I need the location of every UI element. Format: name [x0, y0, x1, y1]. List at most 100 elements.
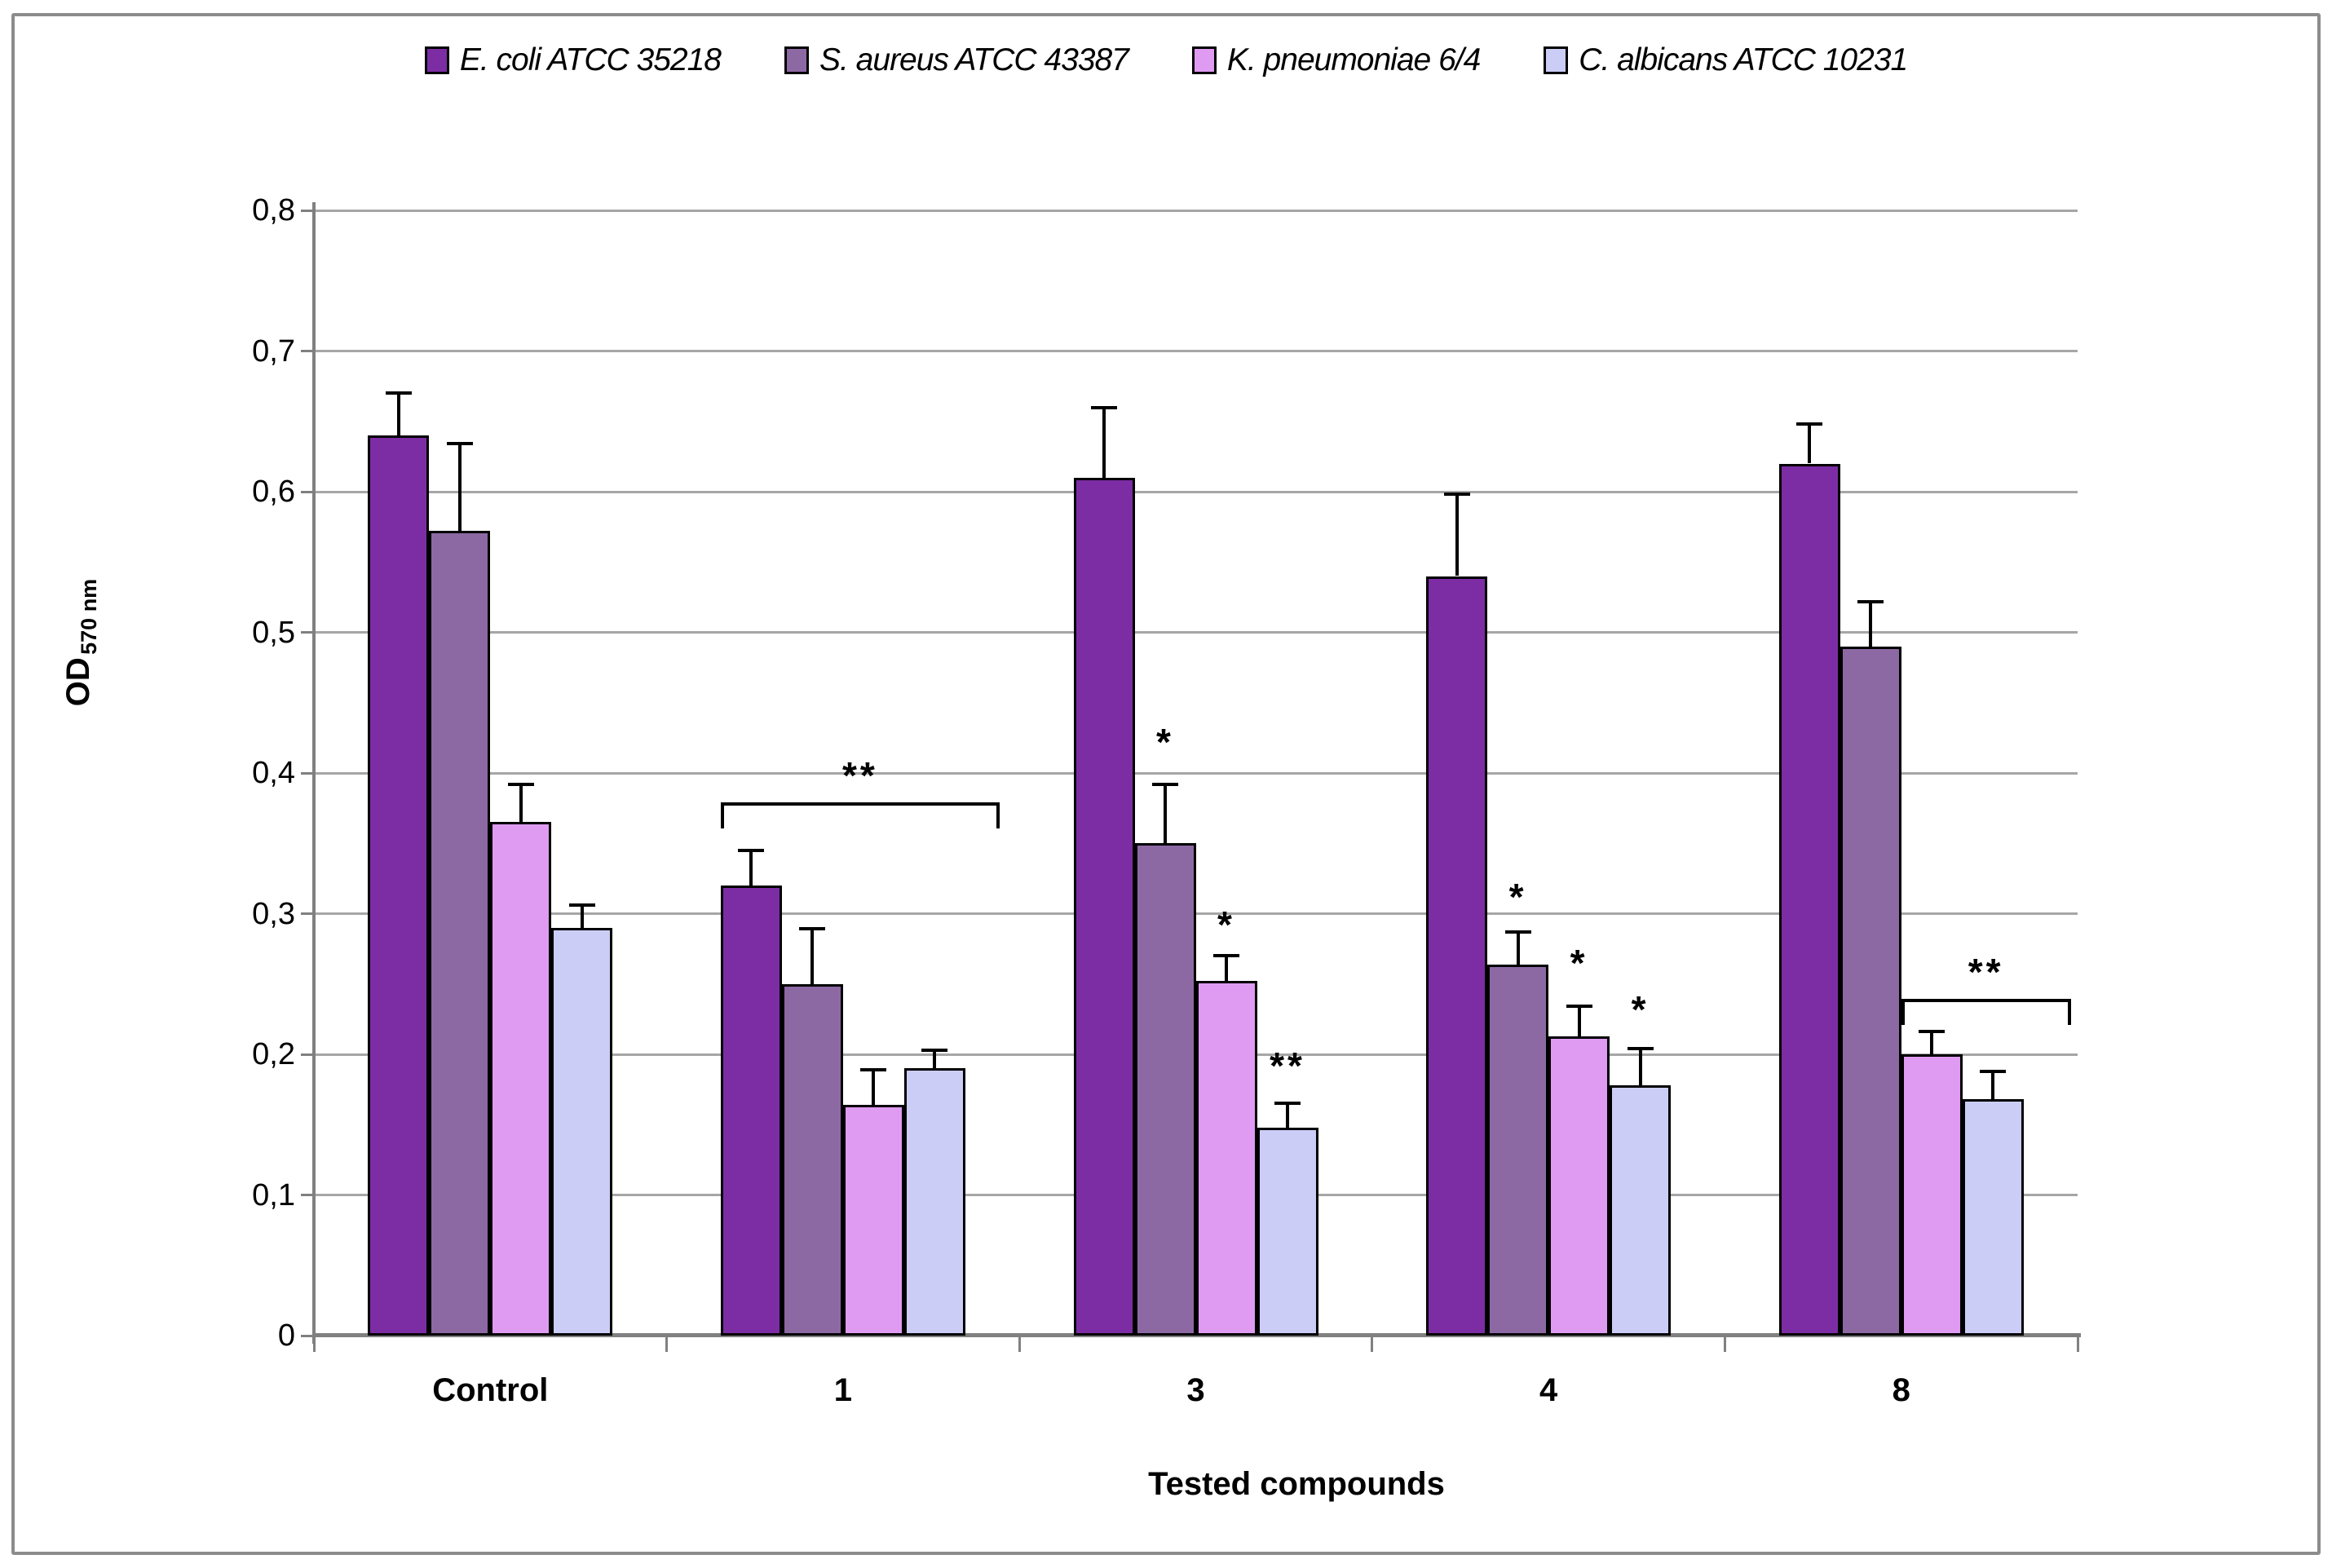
legend-swatch-k-pneumoniae-6-4 [1191, 46, 1217, 74]
y-tick-label-0-2: 0,2 [252, 1037, 295, 1071]
error-bar-4-e-coli-atcc-35218 [1455, 494, 1459, 576]
error-bar-1-k-pneumoniae-6-4 [872, 1069, 876, 1106]
legend-label-e-coli-atcc-35218: E. coli ATCC 35218 [459, 42, 722, 77]
error-cap-3-k-pneumoniae-6-4 [1213, 954, 1239, 958]
y-axis-title-main: OD [60, 657, 96, 707]
x-axis-title: Tested compounds [1148, 1466, 1445, 1502]
error-bar-4-s-aureus-atcc-43387 [1516, 931, 1520, 965]
error-cap-3-e-coli-atcc-35218 [1091, 405, 1117, 409]
y-axis-tick [301, 209, 314, 212]
y-axis-tick [301, 1334, 314, 1337]
significance-bracket-1 [720, 802, 1000, 806]
error-bar-8-c-albicans-atcc-10231 [1991, 1071, 1995, 1100]
bar-control-c-albicans-atcc-10231 [551, 927, 613, 1336]
y-axis-tick [301, 912, 314, 915]
error-cap-8-c-albicans-atcc-10231 [1980, 1069, 2007, 1073]
error-bar-1-e-coli-atcc-35218 [749, 850, 753, 886]
y-axis-title-subscript: 570 nm [77, 578, 101, 655]
gridline-0.3 [314, 912, 2078, 915]
error-cap-1-e-coli-atcc-35218 [738, 848, 765, 852]
legend-label-s-aureus-atcc-43387: S. aureus ATCC 43387 [819, 42, 1129, 77]
error-cap-4-k-pneumoniae-6-4 [1566, 1005, 1592, 1009]
error-cap-3-c-albicans-atcc-10231 [1274, 1102, 1301, 1106]
bar-1-s-aureus-atcc-43387 [781, 983, 843, 1336]
y-tick-label-0-7: 0,7 [252, 333, 295, 369]
error-bar-3-c-albicans-atcc-10231 [1286, 1103, 1289, 1128]
bar-1-c-albicans-atcc-10231 [903, 1068, 965, 1336]
error-bar-1-c-albicans-atcc-10231 [933, 1049, 937, 1069]
error-cap-1-k-pneumoniae-6-4 [860, 1067, 887, 1071]
y-axis-tick [301, 1053, 314, 1056]
error-cap-1-s-aureus-atcc-43387 [799, 927, 826, 931]
error-bar-1-s-aureus-atcc-43387 [810, 929, 815, 984]
y-tick-label-0-3: 0,3 [252, 896, 295, 931]
bar-8-k-pneumoniae-6-4 [1901, 1054, 1963, 1336]
error-cap-4-s-aureus-atcc-43387 [1504, 930, 1531, 934]
significance-bracket-8 [1901, 999, 2071, 1003]
legend: E. coli ATCC 35218 S. aureus ATCC 43387 K.… [0, 42, 2332, 78]
x-axis-tick [1371, 1337, 1374, 1352]
error-cap-control-c-albicans-atcc-10231 [568, 903, 595, 908]
error-bar-3-e-coli-atcc-35218 [1102, 407, 1106, 478]
error-bar-4-c-albicans-atcc-10231 [1638, 1049, 1642, 1085]
bar-8-s-aureus-atcc-43387 [1840, 646, 1901, 1336]
error-cap-4-c-albicans-atcc-10231 [1627, 1047, 1654, 1051]
error-cap-control-e-coli-atcc-35218 [385, 391, 412, 395]
y-axis-title: OD 570 nm [60, 579, 102, 706]
y-axis-tick [301, 490, 314, 493]
plot-area: * * ** * * * ** ** [301, 202, 2081, 1352]
gridline-0.6 [314, 490, 2078, 493]
bar-control-s-aureus-atcc-43387 [429, 531, 491, 1336]
bar-3-k-pneumoniae-6-4 [1195, 981, 1257, 1336]
gridline-0.8 [314, 209, 2078, 212]
x-axis-tick [312, 1337, 316, 1352]
bar-8-c-albicans-atcc-10231 [1962, 1099, 2024, 1336]
error-bar-8-e-coli-atcc-35218 [1808, 424, 1812, 464]
significance-bracket-1-right-hook [996, 802, 1000, 828]
y-tick-label-0-8: 0,8 [252, 193, 295, 227]
error-cap-8-k-pneumoniae-6-4 [1919, 1030, 1946, 1034]
error-bar-3-k-pneumoniae-6-4 [1225, 956, 1228, 982]
bar-control-e-coli-atcc-35218 [368, 435, 430, 1336]
error-bar-8-k-pneumoniae-6-4 [1930, 1031, 1934, 1054]
error-bar-control-s-aureus-atcc-43387 [457, 444, 462, 532]
y-axis-tick [301, 1194, 314, 1196]
x-category-label-control: Control [432, 1372, 549, 1408]
gridline-0.7 [314, 350, 2078, 352]
error-bar-8-s-aureus-atcc-43387 [1869, 601, 1873, 647]
y-tick-label-0: 0 [277, 1318, 295, 1353]
y-axis-tick [301, 350, 314, 352]
x-category-label-8: 8 [1892, 1372, 1910, 1408]
error-cap-8-e-coli-atcc-35218 [1796, 422, 1823, 426]
gridline-0.5 [314, 631, 2078, 634]
x-axis-tick [2076, 1337, 2079, 1352]
figure-border [11, 13, 2321, 1555]
x-category-label-4: 4 [1539, 1372, 1558, 1408]
legend-swatch-s-aureus-atcc-43387 [784, 46, 809, 74]
significance-star-4-k-pneumoniae-6-4: * [1570, 941, 1588, 984]
legend-label-k-pneumoniae-6-4: K. pneumoniae 6/4 [1226, 42, 1481, 77]
bar-4-s-aureus-atcc-43387 [1487, 964, 1549, 1336]
significance-star-4-c-albicans-atcc-10231: * [1631, 987, 1650, 1031]
significance-bracket-8-right-hook [2067, 999, 2071, 1026]
error-bar-3-s-aureus-atcc-43387 [1164, 784, 1167, 844]
significance-bracket-1-label: ** [841, 753, 878, 797]
y-tick-label-0-4: 0,4 [252, 756, 295, 790]
error-cap-4-e-coli-atcc-35218 [1443, 492, 1470, 497]
significance-star-3-k-pneumoniae-6-4: * [1217, 903, 1235, 947]
significance-bracket-8-left-hook [1901, 999, 1905, 1026]
significance-bracket-1-left-hook [720, 802, 724, 828]
y-tick-label-0-1: 0,1 [252, 1177, 295, 1212]
x-axis-tick [1018, 1337, 1021, 1352]
bar-4-e-coli-atcc-35218 [1426, 576, 1488, 1336]
error-bar-control-c-albicans-atcc-10231 [580, 905, 584, 928]
error-cap-control-s-aureus-atcc-43387 [446, 442, 473, 446]
legend-item-k-pneumoniae-6-4: K. pneumoniae 6/4 [1191, 42, 1481, 78]
error-cap-1-c-albicans-atcc-10231 [921, 1048, 948, 1052]
gridline-0.4 [314, 771, 2078, 775]
significance-bracket-8-label: ** [1968, 951, 2004, 994]
bar-1-k-pneumoniae-6-4 [842, 1105, 904, 1336]
legend-item-s-aureus-atcc-43387: S. aureus ATCC 43387 [784, 42, 1129, 78]
significance-star-3-s-aureus-atcc-43387: * [1156, 720, 1174, 763]
